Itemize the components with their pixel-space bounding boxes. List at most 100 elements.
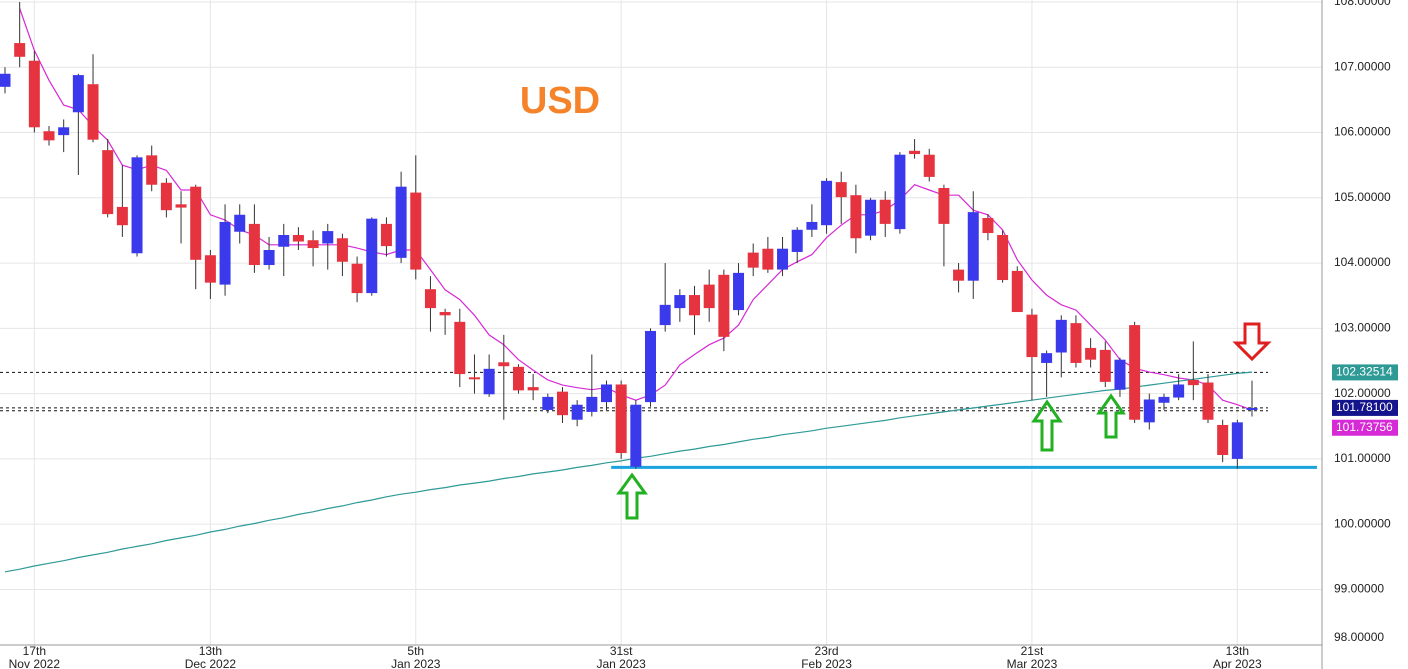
x-tick-label: Feb 2023	[801, 657, 852, 669]
candle-body	[806, 221, 818, 230]
candle-body	[410, 192, 422, 270]
candle-body	[1217, 424, 1229, 455]
candle-body	[1129, 325, 1141, 420]
candle-body	[615, 384, 627, 454]
x-tick-label: Apr 2023	[1213, 657, 1262, 669]
up-arrow	[616, 472, 648, 520]
down-arrow	[1232, 322, 1272, 362]
candle-body	[1202, 382, 1214, 420]
candle-body	[938, 188, 950, 224]
y-tick-label: 104.00000	[1334, 255, 1391, 269]
candle-body	[72, 75, 84, 113]
candle-body	[322, 231, 334, 244]
candle-body	[1070, 323, 1082, 363]
candle-body	[190, 186, 202, 260]
moving-average-line	[4, 371, 1253, 573]
price-tag	[1332, 419, 1398, 436]
candle-body	[28, 60, 40, 128]
candle-body	[821, 180, 833, 226]
candle-body	[263, 250, 275, 266]
candle-body	[777, 248, 789, 270]
x-tick-label: 17th	[23, 644, 46, 658]
price-tag-label: 102.32514	[1336, 365, 1393, 379]
price-tag-label: 101.78100	[1336, 400, 1393, 414]
candle-body	[630, 404, 642, 467]
y-tick-label: 101.00000	[1334, 451, 1391, 465]
candle-body	[292, 235, 304, 242]
candle-body	[234, 214, 246, 232]
up-arrow	[1031, 399, 1063, 452]
candle-body	[204, 255, 216, 283]
y-tick-label: 100.00000	[1334, 516, 1391, 530]
y-tick-label: 108.00000	[1334, 0, 1391, 8]
candle-body	[1099, 349, 1111, 382]
x-tick-label: Jan 2023	[596, 657, 646, 669]
candle-body	[909, 150, 921, 155]
x-tick-label: Nov 2022	[9, 657, 61, 669]
candle-body	[1041, 353, 1053, 363]
y-tick-label: 102.00000	[1334, 386, 1391, 400]
candle-body	[674, 295, 686, 309]
candle-body	[0, 73, 11, 87]
x-tick-label: 23rd	[815, 644, 839, 658]
candle-body	[527, 387, 539, 391]
candle-body	[439, 312, 451, 316]
candle-body	[586, 396, 598, 412]
candle-body	[1231, 422, 1243, 459]
y-tick-label: 107.00000	[1334, 59, 1391, 73]
x-tick-label: 21st	[1021, 644, 1044, 658]
x-tick-label: 5th	[407, 644, 424, 658]
candle-body	[146, 155, 158, 185]
candle-body	[850, 195, 862, 239]
candle-body	[689, 295, 701, 316]
candle-body	[395, 186, 407, 258]
x-tick-label: Jan 2023	[391, 657, 441, 669]
candle-body	[1055, 319, 1067, 353]
candle-body	[967, 212, 979, 281]
candle-body	[336, 238, 348, 262]
candle-body	[542, 396, 554, 410]
candle-body	[997, 235, 1009, 281]
candle-body	[600, 384, 612, 403]
candle-body	[733, 272, 745, 311]
candle-body	[219, 221, 231, 285]
y-tick-label: 106.00000	[1334, 125, 1391, 139]
candle-body	[1187, 379, 1199, 386]
candle-body	[483, 368, 495, 395]
candle-body	[58, 127, 70, 136]
candle-body	[982, 218, 994, 234]
candle-body	[454, 321, 466, 375]
candle-body	[131, 157, 143, 254]
candle-body	[718, 274, 730, 337]
x-tick-label: 13th	[1226, 644, 1249, 658]
candle-body	[14, 43, 26, 57]
candle-body	[835, 182, 847, 198]
x-tick-label: 13th	[199, 644, 222, 658]
x-tick-label: Mar 2023	[1007, 657, 1058, 669]
candle-body	[953, 269, 965, 281]
candle-body	[512, 366, 524, 391]
candle-body	[1114, 359, 1126, 390]
candle-body	[424, 289, 436, 309]
candle-body	[1011, 270, 1023, 313]
price-tag	[1332, 399, 1398, 416]
candle-body	[659, 304, 671, 326]
y-tick-label: 98.00000	[1334, 630, 1384, 644]
x-tick-label: Dec 2022	[185, 657, 237, 669]
x-tick-label: 31st	[610, 644, 633, 658]
candle-body	[703, 284, 715, 309]
candle-body	[43, 131, 55, 141]
candle-body	[248, 223, 260, 266]
candle-body	[1173, 384, 1185, 398]
candle-body	[351, 263, 363, 294]
candle-body	[556, 391, 568, 416]
candle-body	[366, 218, 378, 294]
candle-body	[1026, 314, 1038, 358]
candle-body	[380, 223, 392, 247]
chart-title: USD	[520, 80, 600, 122]
candle-body	[879, 199, 891, 224]
candle-body	[1246, 407, 1258, 410]
candle-body	[923, 154, 935, 177]
